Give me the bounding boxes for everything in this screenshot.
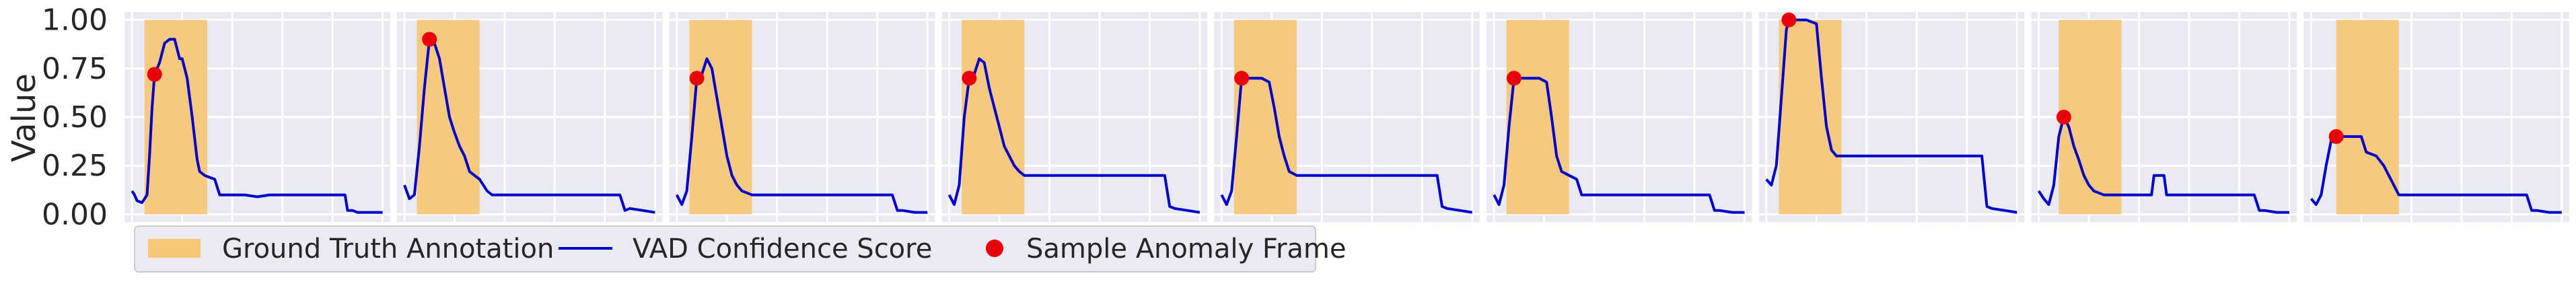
y-tick-label: 0.00 xyxy=(42,197,108,232)
sample-anomaly-marker xyxy=(422,32,437,47)
ground-truth-annotation xyxy=(1506,20,1569,215)
sample-anomaly-marker xyxy=(2328,129,2344,144)
y-axis-title: Value xyxy=(5,73,43,162)
legend-annotation-swatch xyxy=(148,239,201,258)
legend: Ground Truth Annotation VAD Confidence S… xyxy=(134,225,1347,273)
chart-panel xyxy=(1758,12,2025,222)
sample-anomaly-marker xyxy=(1506,71,1522,86)
chart-panel xyxy=(2303,12,2569,222)
legend-frame xyxy=(134,225,1316,273)
legend-marker-label: Sample Anomaly Frame xyxy=(1026,234,1347,264)
legend-marker-swatch xyxy=(986,240,1003,257)
chart-panel xyxy=(396,12,663,222)
y-tick-label: 0.75 xyxy=(42,52,108,86)
chart-panel xyxy=(1214,12,1480,222)
chart-panel xyxy=(941,12,1208,222)
legend-annotation-label: Ground Truth Annotation xyxy=(222,234,554,264)
sample-anomaly-marker xyxy=(147,67,162,82)
chart-panel xyxy=(124,12,390,222)
ground-truth-annotation xyxy=(144,20,207,215)
sample-anomaly-marker xyxy=(689,71,705,86)
sample-anomaly-marker xyxy=(962,71,977,86)
y-tick-labels: 0.00 0.25 0.50 0.75 1.00 xyxy=(42,3,108,232)
ground-truth-annotation xyxy=(2336,20,2399,215)
y-tick-label: 0.25 xyxy=(42,149,108,183)
sample-anomaly-marker xyxy=(2056,110,2071,125)
vad-confidence-line xyxy=(1765,18,2017,214)
ground-truth-annotation xyxy=(1779,20,1842,215)
y-tick-label: 1.00 xyxy=(42,3,108,38)
sample-anomaly-marker xyxy=(1781,12,1797,28)
chart-panel xyxy=(669,12,935,222)
vad-confidence-line xyxy=(131,38,383,214)
chart-panels xyxy=(124,12,2569,222)
ground-truth-annotation xyxy=(1233,20,1297,215)
y-tick-label: 0.50 xyxy=(42,100,108,135)
chart-panel xyxy=(2031,12,2297,222)
legend-line-label: VAD Confidence Score xyxy=(633,234,932,264)
ground-truth-annotation xyxy=(962,20,1025,215)
vad-confidence-line xyxy=(403,38,655,214)
sample-anomaly-marker xyxy=(1234,71,1250,86)
chart-panel xyxy=(1486,12,1752,222)
